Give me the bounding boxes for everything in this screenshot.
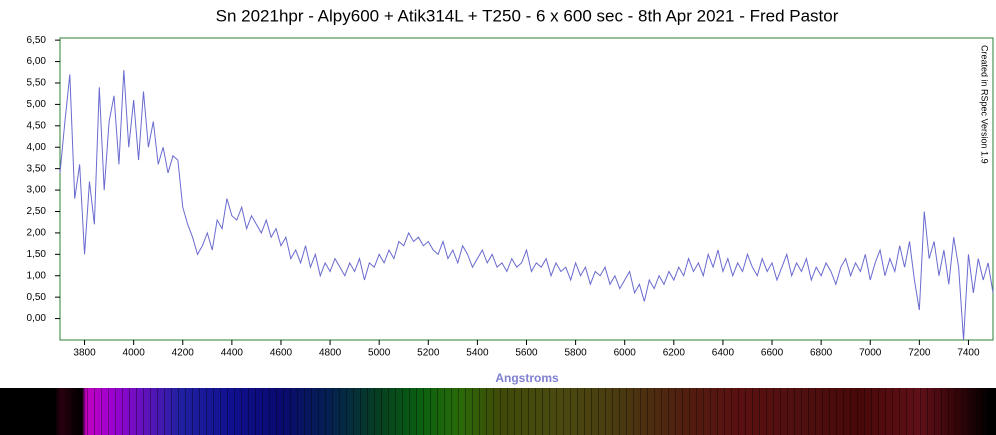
chart-title: Sn 2021hpr - Alpy600 + Atik314L + T250 -… <box>216 6 839 25</box>
x-tick-label: 6200 <box>663 348 686 359</box>
x-tick-label: 7400 <box>957 348 980 359</box>
y-tick-label: 4,50 <box>27 120 47 131</box>
x-tick-label: 5800 <box>564 348 587 359</box>
x-tick-label: 5000 <box>368 348 391 359</box>
x-axis-label: Angstroms <box>495 371 559 385</box>
x-tick-label: 6600 <box>761 348 784 359</box>
y-tick-label: 1,50 <box>27 249 47 260</box>
y-tick-label: 1,00 <box>27 270 47 281</box>
y-tick-label: 0,00 <box>27 313 47 324</box>
y-tick-label: 6,50 <box>27 35 47 46</box>
x-tick-label: 4000 <box>123 348 146 359</box>
y-tick-label: 0,50 <box>27 292 47 303</box>
x-tick-label: 5400 <box>466 348 489 359</box>
x-tick-label: 6800 <box>810 348 833 359</box>
annotation: Created in RSpec Version 1.9 <box>980 45 990 164</box>
spectrum-strip <box>0 388 996 435</box>
y-tick-label: 2,00 <box>27 228 47 239</box>
x-tick-label: 5600 <box>515 348 538 359</box>
x-tick-label: 5200 <box>417 348 440 359</box>
y-tick-label: 5,00 <box>27 99 47 110</box>
y-tick-label: 2,50 <box>27 206 47 217</box>
y-tick-label: 5,50 <box>27 78 47 89</box>
x-tick-label: 6400 <box>712 348 735 359</box>
y-tick-label: 6,00 <box>27 56 47 67</box>
x-tick-label: 4800 <box>319 348 342 359</box>
x-tick-label: 4200 <box>172 348 195 359</box>
x-tick-label: 7000 <box>859 348 882 359</box>
x-tick-label: 6000 <box>614 348 637 359</box>
chart: Sn 2021hpr - Alpy600 + Atik314L + T250 -… <box>27 6 994 385</box>
y-tick-label: 3,00 <box>27 185 47 196</box>
x-tick-label: 3800 <box>73 348 96 359</box>
y-tick-label: 3,50 <box>27 163 47 174</box>
spectrum-line <box>59 70 994 341</box>
y-tick-label: 4,00 <box>27 142 47 153</box>
x-tick-label: 7200 <box>908 348 931 359</box>
x-tick-label: 4400 <box>221 348 244 359</box>
x-tick-label: 4600 <box>270 348 293 359</box>
plot-frame <box>59 37 994 341</box>
